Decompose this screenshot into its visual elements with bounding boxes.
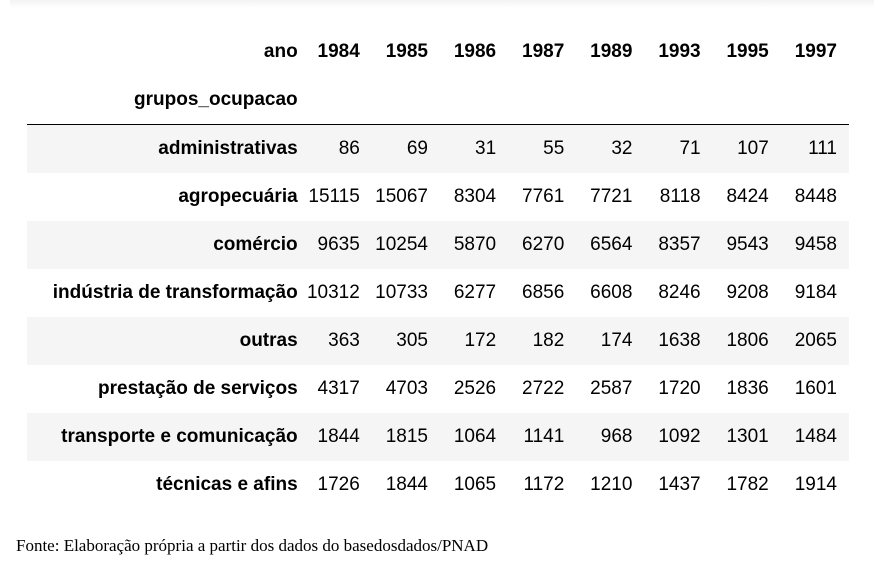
- dataframe-table: ano 1984 1985 1986 1987 1989 1993 1995 1…: [27, 28, 849, 509]
- table-cell: 1141: [523, 426, 565, 447]
- dataframe-output: ano 1984 1985 1986 1987 1989 1993 1995 1…: [27, 28, 849, 509]
- table-cell: 1844: [385, 474, 428, 495]
- table-cell: 9208: [726, 282, 769, 303]
- table-cell: 1836: [726, 378, 769, 399]
- table-cell: 2587: [590, 378, 633, 399]
- year-header: 1995: [726, 41, 769, 62]
- table-cell: 10312: [306, 282, 360, 303]
- table-cell: 9543: [726, 234, 769, 255]
- row-group-label: agropecuária: [178, 186, 298, 207]
- table-cell: 6277: [453, 282, 497, 303]
- table-cell: 8304: [453, 186, 497, 207]
- table-cell: 1484: [794, 426, 837, 447]
- table-cell: 4317: [317, 378, 360, 399]
- table-cell: 1726: [317, 474, 360, 495]
- row-group-label: outras: [239, 330, 298, 351]
- table-cell: 31: [475, 138, 497, 159]
- year-header: 1986: [453, 41, 497, 62]
- row-group-label: prestação de serviços: [98, 378, 298, 399]
- table-cell: 172: [464, 330, 497, 351]
- table-cell: 15115: [308, 186, 360, 207]
- column-axis-label: ano: [263, 41, 298, 62]
- table-cell: 32: [611, 138, 633, 159]
- table-cell: 8357: [658, 234, 701, 255]
- source-caption: Fonte: Elaboração própria a partir dos d…: [16, 536, 489, 555]
- table-cell: 1638: [658, 330, 701, 351]
- table-cell: 8424: [726, 186, 769, 207]
- column-header-row: ano 1984 1985 1986 1987 1989 1993 1995 1…: [27, 28, 849, 76]
- table-body: administrativas 86 69 31 55 32 71 107 111 agropec…: [27, 124, 849, 510]
- table-cell: 1301: [726, 426, 769, 447]
- table-cell: 968: [600, 426, 633, 447]
- table-row: comércio 9635 10254 5870 6270 6564 8357 9543 945…: [27, 221, 849, 269]
- table-row: técnicas e afins 1726 1844 1065 1172 1210 1437…: [27, 461, 849, 509]
- table-cell: 69: [406, 138, 428, 159]
- table-cell: 6564: [590, 234, 633, 255]
- table-cell: 182: [532, 330, 565, 351]
- year-header: 1989: [590, 41, 633, 62]
- table-cell: 86: [338, 138, 360, 159]
- year-header: 1985: [385, 41, 428, 62]
- table-cell: 6608: [590, 282, 633, 303]
- table-cell: 1210: [590, 474, 633, 495]
- table-cell: 2722: [522, 378, 565, 399]
- row-group-label: administrativas: [158, 138, 298, 159]
- table-cell: 8246: [658, 282, 701, 303]
- table-cell: 5870: [453, 234, 497, 255]
- table-cell: 1844: [317, 426, 360, 447]
- table-cell: 15067: [375, 186, 428, 207]
- table-cell: 9458: [794, 234, 837, 255]
- table-cell: 305: [396, 330, 428, 351]
- table-cell: 7761: [522, 186, 565, 207]
- table-cell: 1092: [658, 426, 701, 447]
- table-cell: 1172: [523, 474, 565, 495]
- table-cell: 2065: [794, 330, 837, 351]
- year-header: 1993: [658, 41, 701, 62]
- table-cell: 1806: [726, 330, 769, 351]
- year-header: 1997: [794, 41, 837, 62]
- table-cell: 55: [543, 138, 565, 159]
- table-cell: 1065: [453, 474, 497, 495]
- table-cell: 6856: [522, 282, 565, 303]
- table-cell: 10733: [375, 282, 428, 303]
- table-cell: 10254: [375, 234, 428, 255]
- row-group-label: transporte e comunicação: [61, 426, 298, 447]
- year-header: 1984: [317, 41, 360, 62]
- table-row: prestação de serviços 4317 4703 2526 2722 258…: [27, 365, 849, 413]
- table-cell: 1064: [453, 426, 497, 447]
- output-cell-top-border: [10, 0, 874, 8]
- table-row: administrativas 86 69 31 55 32 71 107 111: [27, 124, 849, 173]
- row-group-label: indústria de transformação: [52, 282, 298, 303]
- year-header: 1987: [522, 41, 565, 62]
- table-cell: 174: [600, 330, 633, 351]
- table-row: agropecuária 15115 15067 8304 7761 7721 8118 84…: [27, 173, 849, 221]
- row-group-label: técnicas e afins: [156, 474, 298, 495]
- table-cell: 1601: [794, 378, 837, 399]
- table-cell: 8118: [659, 186, 701, 207]
- table-cell: 363: [328, 330, 360, 351]
- table-cell: 1815: [385, 426, 428, 447]
- table-cell: 111: [808, 138, 837, 159]
- table-cell: 6270: [522, 234, 565, 255]
- table-cell: 107: [737, 138, 769, 159]
- table-row: outras 363 305 172 182 174 1638 1806 2065: [27, 317, 849, 365]
- table-cell: 7721: [590, 186, 633, 207]
- index-axis-label: grupos_ocupacao: [27, 76, 304, 125]
- table-cell: 1437: [658, 474, 701, 495]
- table-cell: 9635: [317, 234, 360, 255]
- table-cell: 8448: [794, 186, 837, 207]
- row-group-label: comércio: [213, 234, 298, 255]
- table-cell: 2526: [453, 378, 497, 399]
- table-cell: 1914: [794, 474, 837, 495]
- table-cell: 9184: [794, 282, 837, 303]
- table-row: transporte e comunicação 1844 1815 1064 1141…: [27, 413, 849, 461]
- table-row: indústria de transformação 10312 10733 6277…: [27, 269, 849, 317]
- table-cell: 71: [679, 138, 701, 159]
- index-header-row: grupos_ocupacao: [27, 76, 849, 125]
- table-cell: 1720: [658, 378, 701, 399]
- table-cell: 1782: [726, 474, 769, 495]
- table-cell: 4703: [385, 378, 428, 399]
